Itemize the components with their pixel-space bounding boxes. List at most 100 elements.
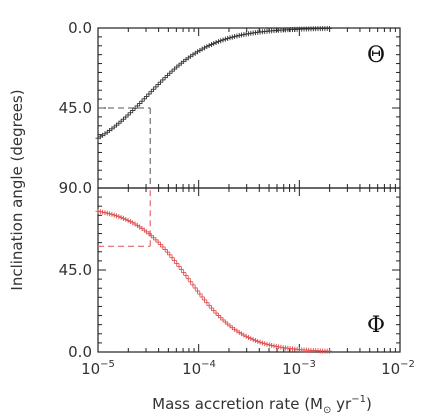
data-point-theta [236,32,242,38]
data-point-phi [215,312,221,318]
panel-phi-y-tick-1: 45.0 [59,261,92,279]
data-point-phi [127,219,133,225]
data-point-theta [137,101,143,107]
y-axis-label: Inclination angle (degrees) [8,89,26,290]
data-point-phi [111,212,117,218]
panel-phi-y-tick-2: 0.0 [68,343,92,361]
data-point-theta [234,33,240,39]
data-point-theta [130,108,136,114]
data-point-theta [164,72,170,78]
data-point-theta [148,89,154,95]
data-point-theta [144,93,150,99]
data-point-theta [213,40,219,46]
data-point-phi [248,336,254,342]
panel-theta-y-tick-0: 0.0 [68,19,92,37]
data-point-phi [120,215,126,221]
data-point-theta [125,112,131,118]
svg-text:10−2: 10−2 [381,359,415,378]
data-point-phi [269,342,275,348]
x-tick-label-3: 10−2 [381,359,415,378]
data-point-theta [229,34,235,40]
data-point-phi [243,333,249,339]
data-point-theta [151,86,157,92]
data-point-phi [252,338,258,344]
data-point-phi [153,237,159,243]
data-point-theta [208,41,214,47]
data-point-phi [123,216,129,222]
data-point-phi [181,270,187,276]
data-point-phi [255,338,261,344]
data-point-phi [125,217,131,223]
data-point-theta [127,110,133,116]
data-point-phi [160,244,166,250]
data-point-phi [114,213,120,219]
data-point-phi [262,341,268,347]
data-point-phi [107,211,113,217]
data-point-phi [130,220,136,226]
data-point-theta [206,43,212,49]
x-tick-label-1: 10−4 [182,359,216,378]
data-point-phi [202,297,208,303]
data-point-theta [215,39,221,45]
data-point-phi [211,308,217,314]
data-point-phi [218,315,224,321]
data-point-phi [167,252,173,258]
panel-phi-label: Φ [367,313,385,338]
data-point-phi [250,337,256,343]
panel-theta-y-tick-2: 90.0 [59,179,92,197]
data-point-theta [155,82,161,88]
panel-theta-label: Θ [367,43,385,68]
data-point-theta [132,105,138,111]
chart-marks [95,25,401,354]
data-point-theta [220,37,226,43]
data-point-theta [227,35,233,41]
data-point-phi [208,305,214,311]
data-point-phi [327,348,333,354]
data-point-phi [271,343,277,349]
data-point-phi [197,291,203,297]
data-point-theta [218,38,224,44]
data-point-phi [185,276,191,282]
data-point-theta [167,70,173,76]
data-point-phi [183,273,189,279]
data-point-phi [178,266,184,272]
data-point-phi [195,288,201,294]
data-point-phi [116,214,122,220]
data-point-phi [257,339,263,345]
data-point-phi [171,258,177,264]
data-point-phi [174,260,180,266]
data-point-phi [176,263,182,269]
data-point-phi [266,342,272,348]
data-point-theta [123,114,129,120]
data-point-phi [199,294,205,300]
panel-phi: 0.0 45.0 Φ 10−5 10−4 10−3 10−2 [59,187,415,378]
data-point-theta [141,96,147,102]
data-point-theta [239,32,245,38]
svg-text:10−4: 10−4 [182,359,216,378]
panel-phi-frame [97,187,401,353]
data-point-phi [158,241,164,247]
data-point-phi [155,239,161,245]
data-point-theta [202,45,208,51]
data-point-phi [97,209,103,215]
data-point-theta [146,91,152,97]
x-axis-label: Mass accretion rate (M⊙ yr−1) [152,394,372,416]
data-point-theta [153,84,159,90]
data-point-theta [158,79,164,85]
data-point-theta [327,25,333,31]
data-point-phi [192,285,198,291]
x-tick-label-2: 10−3 [282,359,316,378]
data-point-phi [151,235,157,241]
x-tick-label-0: 10−5 [81,359,115,378]
data-point-phi [264,341,270,347]
svg-text:10−3: 10−3 [282,359,316,378]
data-point-phi [164,249,170,255]
data-point-theta [160,77,166,83]
data-point-theta [225,35,231,41]
data-point-theta [162,75,168,81]
data-point-phi [102,210,108,216]
panel-theta-y-tick-1: 45.0 [59,99,92,117]
svg-text:10−5: 10−5 [81,359,115,378]
data-point-phi [259,340,265,346]
